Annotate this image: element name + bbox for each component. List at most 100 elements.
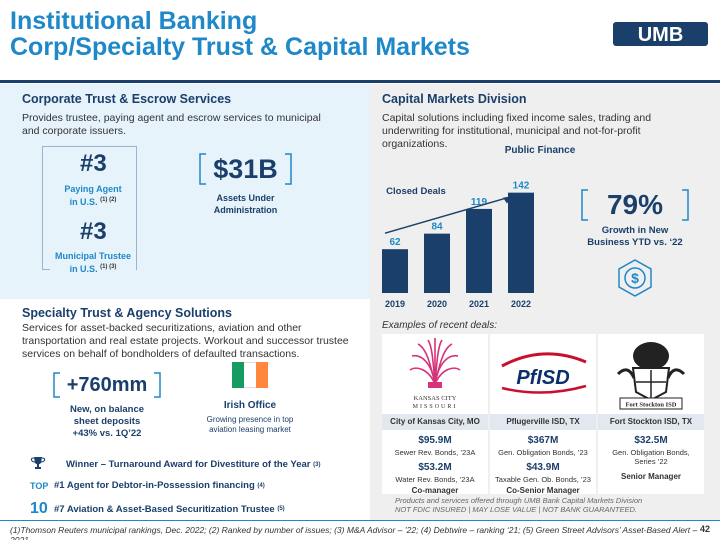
- growth-label: Growth in New Business YTD vs. ‘22: [580, 225, 690, 249]
- fountain-icon: KANSAS CITY MISSOURI: [409, 338, 461, 410]
- rank-paying-agent-label: Paying Agent in U.S. (1) (2): [58, 184, 128, 208]
- growth-value: 79%: [606, 189, 664, 220]
- irish-flag-icon: [232, 362, 268, 388]
- award-aviation-trustee: 10 #7 Aviation & Asset-Based Securitizat…: [30, 500, 285, 518]
- irish-desc-line2: aviation leasing market: [209, 425, 291, 434]
- value-label-2019: 62: [389, 237, 401, 248]
- rank-paying-agent-number: #3: [74, 150, 113, 178]
- award-aviation-text: #7 Aviation & Asset-Based Securitization…: [54, 503, 275, 515]
- deal-amount-1: $367M: [527, 435, 559, 446]
- ten-badge: 10: [30, 500, 48, 517]
- deal-card-pflugerville: PfISD Pflugerville ISD, TX $367M Gen. Ob…: [490, 334, 596, 495]
- deposits-stat: +760mm New, on balance sheet deposits +4…: [52, 372, 162, 440]
- specialty-heading: Specialty Trust & Agency Solutions: [22, 306, 232, 320]
- award-dip-financing: TOP #1 Agent for Debtor-in-Possession fi…: [30, 480, 265, 491]
- deal-role: Senior Manager: [620, 472, 681, 481]
- award-turnaround: Winner – Turnaround Award for Divestitur…: [30, 456, 320, 473]
- assets-label: Assets Under Administration: [198, 192, 293, 216]
- category-label-2020: 2020: [427, 299, 447, 309]
- trophy-icon: [30, 456, 54, 473]
- category-label-2021: 2021: [469, 299, 489, 309]
- award-turnaround-text: Winner – Turnaround Award for Divestitur…: [66, 459, 311, 470]
- disclaimer-line2: NOT FDIC INSURED | MAY LOSE VALUE | NOT …: [395, 505, 637, 514]
- deposits-label-line2: sheet deposits: [73, 416, 141, 427]
- deposits-label-line3: +43% vs. 1Q’22: [72, 428, 142, 439]
- corporate-trust-body: Provides trustee, paying agent and escro…: [22, 112, 321, 137]
- deal-name: Fort Stockton ISD, TX: [598, 414, 704, 430]
- disclaimer-line1: Products and services offered through UM…: [395, 496, 643, 505]
- award-dip-text: #1 Agent for Debtor-in-Possession financ…: [54, 480, 255, 491]
- award-dip-note: (4): [257, 482, 265, 489]
- rank-municipal-trustee-number: #3: [74, 218, 113, 246]
- deal-cards: KANSAS CITY MISSOURI City of Kansas City…: [382, 334, 704, 495]
- kc-logo-line2: MISSOURI: [413, 404, 458, 410]
- deal-role: Co-Senior Manager: [506, 486, 580, 495]
- kansas-city-logo: KANSAS CITY MISSOURI: [382, 334, 488, 414]
- header-divider: [0, 80, 720, 83]
- value-label-2021: 119: [471, 197, 488, 208]
- public-finance-chart: Public Finance Closed Deals 62 2019 84 2020…: [382, 145, 576, 309]
- deal-name: City of Kansas City, MO: [382, 414, 488, 430]
- fort-stockton-logo: Fort Stockton ISD: [598, 334, 704, 414]
- irish-office: Irish Office Growing presence in top avi…: [200, 362, 300, 435]
- assets-bracket: [199, 153, 292, 185]
- deal-amount-1: $32.5M: [634, 435, 668, 446]
- assets-label-line2: Administration: [213, 205, 278, 215]
- deal-desc-2: Water Rev. Bonds, ’23A: [395, 475, 475, 484]
- chart-title: Public Finance: [505, 145, 576, 156]
- capital-markets-disclaimer: Products and services offered through UM…: [395, 496, 642, 514]
- irish-desc-line1: Growing presence in top: [206, 415, 294, 424]
- deal-amount-2: $43.9M: [526, 462, 560, 473]
- dollar-icon: $: [618, 259, 652, 297]
- fs-logo-text: Fort Stockton ISD: [626, 402, 677, 409]
- footnote: (1)Thomson Reuters municipal rankings, D…: [10, 525, 698, 540]
- deposits-value: +760mm: [66, 374, 148, 396]
- rank-paying-agent-note: (1) (2): [100, 197, 117, 203]
- category-label-2019: 2019: [385, 299, 405, 309]
- irish-office-heading: Irish Office: [223, 400, 277, 411]
- bar-2021: [466, 208, 492, 293]
- assets-value: $31B: [213, 154, 278, 184]
- trend-arrow: [384, 195, 512, 234]
- assets-label-line1: Assets Under: [216, 193, 275, 203]
- growth-bracket: [581, 189, 689, 221]
- growth-label-line2: Business YTD vs. ‘22: [587, 237, 683, 248]
- pflugerville-logo: PfISD: [490, 334, 596, 414]
- rank-municipal-trustee-line1: Municipal Trustee: [54, 251, 132, 261]
- deal-desc-2: Taxable Gen. Ob. Bonds, ’23: [495, 475, 591, 484]
- pfisd-logo: PfISD: [501, 352, 587, 394]
- capital-markets-heading: Capital Markets Division: [382, 92, 527, 106]
- chart-marks: 62 2019 84 2020 119 2021 142 2022: [382, 181, 534, 309]
- top-badge: TOP: [30, 480, 49, 491]
- title-line-2: Corp/Specialty Trust & Capital Markets: [10, 33, 470, 61]
- deposits-label-line1: New, on balance: [69, 404, 145, 415]
- page-title: Institutional Banking Corp/Specialty Tru…: [10, 8, 470, 60]
- deal-desc-1: Gen. Obligation Bonds, Series ’22: [612, 448, 690, 466]
- deal-amount-2: $53.2M: [418, 462, 452, 473]
- page-number: 42: [699, 524, 710, 534]
- assets-stat: $31B Assets Under Administration: [198, 152, 293, 216]
- deposits-bracket: [53, 372, 161, 398]
- logo-text: UMB: [638, 24, 684, 46]
- growth-label-line1: Growth in New: [601, 225, 669, 236]
- deposits-label: New, on balance sheet deposits +43% vs. …: [52, 404, 162, 440]
- footer-divider: [0, 520, 720, 521]
- category-label-2022: 2022: [511, 299, 531, 309]
- pfisd-logo-text: PfISD: [516, 367, 569, 389]
- kc-logo-line1: KANSAS CITY: [414, 395, 457, 402]
- value-label-2022: 142: [513, 181, 530, 192]
- trend-arrow-head: [503, 196, 511, 204]
- bar-2020: [424, 233, 450, 293]
- deal-name: Pflugerville ISD, TX: [490, 414, 596, 430]
- deal-desc-1: Gen. Obligation Bonds, ’23: [498, 448, 588, 457]
- award-aviation-note: (5): [277, 506, 285, 512]
- bar-2019: [382, 249, 408, 293]
- corporate-trust-heading: Corporate Trust & Escrow Services: [22, 92, 232, 106]
- rank-paying-agent-line2: in U.S.: [69, 197, 98, 207]
- bar-2022: [508, 192, 534, 293]
- capital-markets-body: Capital solutions including fixed income…: [382, 112, 652, 150]
- irish-office-desc: Growing presence in top aviation leasing…: [200, 415, 300, 435]
- rank-paying-agent-line1: Paying Agent: [64, 184, 122, 194]
- rank-municipal-trustee-note: (1) (3): [100, 264, 117, 270]
- growth-stat: 79% Growth in New Business YTD vs. ‘22: [580, 188, 690, 249]
